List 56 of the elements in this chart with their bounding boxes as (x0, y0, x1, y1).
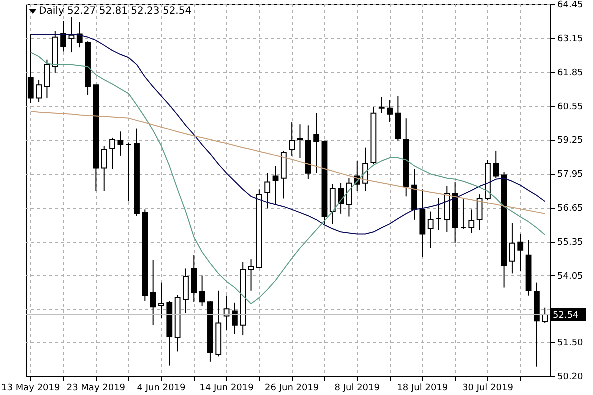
candlestick (44, 59, 50, 99)
ref-line-label: 52.54 (553, 310, 580, 321)
candlestick (387, 100, 393, 124)
candlestick (248, 259, 254, 292)
candlestick (330, 184, 336, 225)
candlestick (289, 122, 296, 156)
candlestick (476, 194, 483, 231)
chart-title: Daily 52.27 52.81 52.23 52.54 (39, 6, 192, 17)
candlestick (264, 172, 271, 210)
x-tick-label: 13 May 2019 (2, 384, 61, 394)
y-tick-label: 57.95 (558, 170, 584, 180)
candlestick (150, 260, 156, 326)
candlestick (428, 211, 434, 249)
candlestick (158, 282, 164, 319)
candlestick (468, 209, 475, 234)
candlestick (199, 275, 206, 307)
x-tick-label: 23 May 2019 (66, 384, 126, 394)
x-tick-label: 30 Jul 2019 (462, 384, 514, 394)
candlestick (232, 302, 238, 335)
y-tick-label: 60.55 (558, 102, 584, 112)
candlestick (68, 16, 75, 54)
candlestick (378, 96, 385, 114)
candlestick (126, 142, 132, 202)
y-tick-label: 63.15 (558, 34, 584, 44)
y-tick-label: 50.20 (558, 372, 584, 382)
x-tick-label: 4 Jun 2019 (137, 384, 186, 394)
candlestick (118, 131, 124, 156)
y-tick-label: 54.05 (558, 272, 584, 282)
candlestick (272, 166, 279, 206)
x-tick-label: 26 Jun 2019 (265, 384, 320, 394)
y-tick-label: 61.85 (558, 68, 584, 78)
x-tick-label: 14 Jun 2019 (200, 384, 254, 394)
candlestick (314, 112, 320, 174)
line-series (30, 52, 546, 304)
candlestick (101, 146, 108, 192)
candlestick (460, 199, 466, 230)
y-tick-label: 55.35 (558, 238, 584, 248)
candlestick (436, 198, 442, 231)
candlestick (183, 268, 189, 314)
candlestick (362, 147, 368, 192)
y-tick-label: 64.45 (558, 0, 584, 10)
candlestick (493, 150, 500, 179)
candlestick (542, 307, 548, 324)
y-tick-label: 56.65 (558, 204, 584, 214)
candlestick (110, 137, 116, 170)
line-series (30, 34, 546, 235)
candlestick (60, 20, 66, 52)
candlestick (510, 222, 516, 274)
candlestick (297, 124, 304, 159)
x-tick-label: 8 Jul 2019 (334, 384, 380, 394)
y-tick-label: 59.25 (558, 136, 584, 146)
y-tick-label: 51.50 (558, 338, 584, 349)
candlestick (338, 182, 344, 214)
candlestick (518, 234, 524, 272)
candlestick (36, 79, 42, 103)
x-tick-label: 18 Jul 2019 (397, 384, 448, 394)
